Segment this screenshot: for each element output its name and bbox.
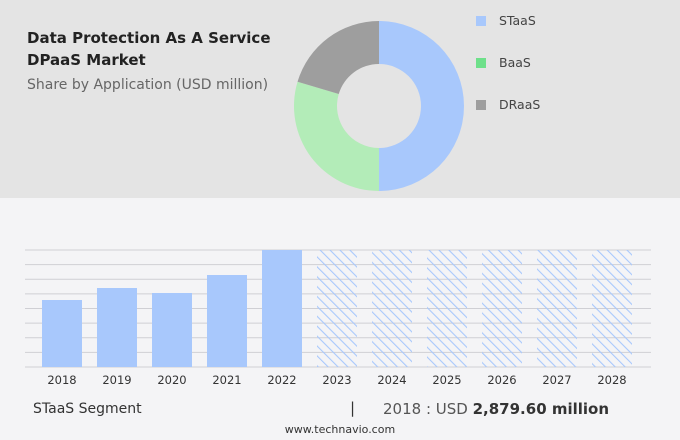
segment-label: STaaS Segment	[33, 401, 142, 417]
legend-swatch	[476, 16, 486, 26]
x-tick-label: 2025	[432, 373, 461, 387]
x-tick-label: 2028	[597, 373, 626, 387]
legend-item-baas: BaaS	[476, 55, 531, 70]
bar-2018	[42, 299, 82, 367]
x-tick-label: 2022	[267, 373, 296, 387]
chart-title-line1: Data Protection As A Service	[27, 29, 271, 47]
x-tick-label: 2027	[542, 373, 571, 387]
donut-slice-staas	[379, 21, 464, 191]
source-link[interactable]: www.technavio.com	[284, 423, 396, 436]
donut-slice-draas	[297, 21, 379, 95]
legend-label: STaaS	[499, 13, 536, 28]
legend-label: BaaS	[499, 55, 531, 70]
donut-chart	[294, 21, 464, 191]
segment-value: 2018 : USD 2,879.60 million	[383, 400, 609, 418]
bar-2019	[97, 287, 137, 367]
bar-2020	[152, 293, 192, 367]
x-tick-label: 2023	[322, 373, 351, 387]
x-tick-label: 2018	[47, 373, 76, 387]
year-label: 2018 : USD	[383, 400, 468, 418]
legend-item-staas: STaaS	[476, 13, 536, 28]
bar-2022	[262, 250, 302, 367]
legend-label: DRaaS	[499, 97, 541, 112]
donut-slice-baas	[294, 81, 379, 191]
x-tick-label: 2021	[212, 373, 241, 387]
bar-forecast-2023	[317, 250, 357, 367]
bar-forecast-2025	[427, 250, 467, 367]
bar-forecast-2028	[592, 250, 632, 367]
legend-swatch	[476, 58, 486, 68]
separator: |	[350, 399, 356, 417]
chart-subtitle: Share by Application (USD million)	[27, 77, 269, 93]
bar-2021	[207, 274, 247, 367]
chart-title-line2: DPaaS Market	[27, 51, 146, 69]
bar-forecast-2027	[537, 250, 577, 367]
bar-forecast-2024	[372, 250, 412, 367]
x-tick-label: 2020	[157, 373, 186, 387]
legend-swatch	[476, 100, 486, 110]
x-tick-label: 2019	[102, 373, 131, 387]
bar-forecast-2026	[482, 250, 522, 367]
value-text: 2,879.60 million	[472, 400, 610, 418]
x-tick-label: 2024	[377, 373, 406, 387]
x-tick-label: 2026	[487, 373, 516, 387]
legend-item-draas: DRaaS	[476, 97, 540, 112]
